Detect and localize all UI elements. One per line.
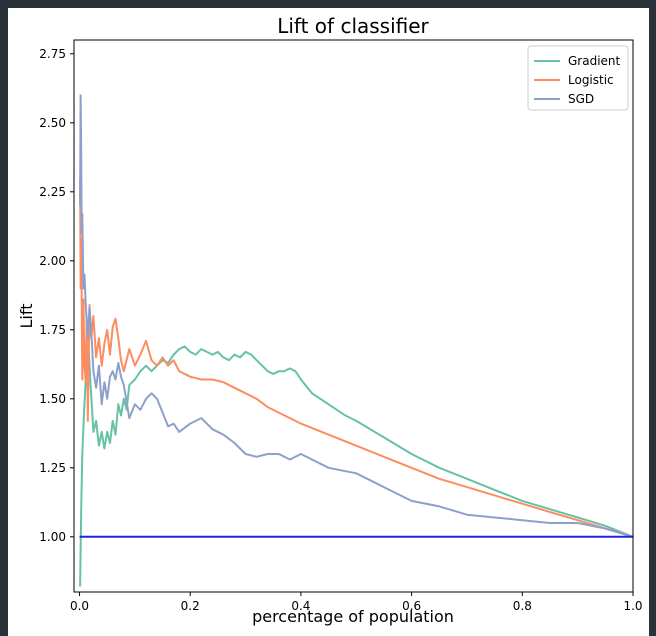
y-tick-label: 1.25: [39, 461, 66, 475]
x-tick-label: 0.2: [181, 599, 200, 613]
legend: Gradient Logistic SGD: [527, 45, 629, 111]
y-axis: 1.00 1.25 1.50 1.75 2.00 2.25 2.50 2.75: [39, 47, 74, 544]
plot-frame: [73, 39, 634, 593]
series-line-sgd: [79, 94, 633, 538]
y-tick-label: 2.25: [39, 185, 66, 199]
legend-label-gradient: Gradient: [568, 54, 621, 68]
chart-title: Lift of classifier: [277, 14, 429, 38]
series-line-gradient: [79, 342, 633, 587]
y-tick-label: 2.75: [39, 47, 66, 61]
y-tick-label: 1.50: [39, 392, 66, 406]
series-line-logistic: [79, 177, 633, 538]
x-axis-title: percentage of population: [252, 607, 454, 626]
x-tick-label: 0.6: [402, 599, 421, 613]
x-axis: 0.0 0.2 0.4 0.6 0.8 1.0: [70, 592, 643, 613]
x-tick-label: 1.0: [623, 599, 642, 613]
y-tick-label: 2.50: [39, 116, 66, 130]
x-tick-label: 0.4: [291, 599, 310, 613]
legend-label-sgd: SGD: [568, 92, 594, 106]
x-tick-label: 0.0: [70, 599, 89, 613]
plot-area: [73, 39, 634, 593]
y-axis-title: Lift: [17, 304, 36, 329]
x-tick-label: 0.8: [513, 599, 532, 613]
y-tick-label: 1.00: [39, 530, 66, 544]
y-tick-label: 1.75: [39, 323, 66, 337]
chart-svg: Lift of classifier 0.0 0.2 0.4 0.6 0.8 1.0 1.…: [17, 14, 643, 626]
y-tick-label: 2.00: [39, 254, 66, 268]
figure: Lift of classifier 0.0 0.2 0.4 0.6 0.8 1.0 1.…: [8, 8, 649, 636]
series-layer: [79, 94, 633, 587]
legend-label-logistic: Logistic: [568, 73, 614, 87]
